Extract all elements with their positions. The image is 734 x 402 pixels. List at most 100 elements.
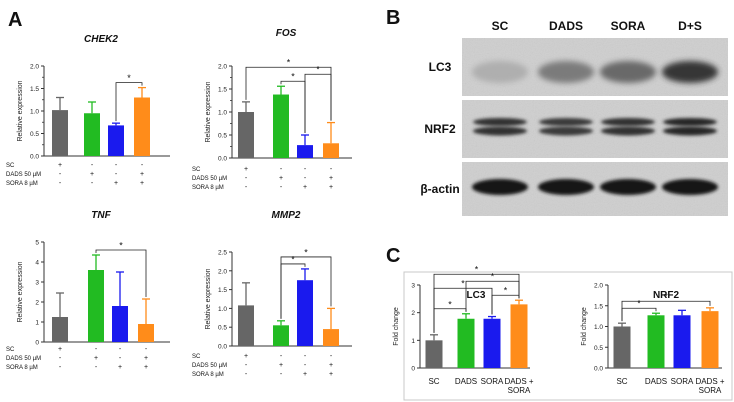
significance-star: * — [461, 279, 465, 289]
treatment-mark: - — [115, 171, 118, 178]
treatment-mark: + — [90, 171, 94, 178]
panel-label-b: B — [386, 7, 400, 29]
bar-dads — [273, 94, 289, 158]
blot-band — [600, 179, 656, 195]
y-tick-label: 2 — [35, 300, 39, 307]
lane-label: SC — [492, 19, 509, 33]
treatment-mark: - — [119, 355, 122, 362]
bracket-line — [304, 73, 332, 133]
treatment-mark: - — [304, 166, 307, 173]
bar-d-s — [323, 143, 339, 158]
treatment-mark: - — [59, 355, 62, 362]
y-tick-label: 3 — [411, 283, 415, 290]
treatment-mark: + — [303, 371, 307, 378]
treatment-mark: + — [144, 364, 148, 371]
significance-star: * — [475, 265, 479, 275]
treatment-mark: - — [245, 362, 248, 369]
treatment-mark: - — [95, 364, 98, 371]
bracket-line — [95, 249, 147, 297]
chart-tnf: TNF Relative expression 0 1 2 3 4 5 * SC + - - - DADS … — [6, 210, 170, 371]
treatment-mark: - — [304, 362, 307, 369]
blot-band — [662, 61, 718, 83]
blot-band — [473, 118, 527, 126]
treatment-mark: - — [141, 162, 144, 169]
y-tick-label: 1.5 — [594, 303, 603, 310]
treatment-row-label: DADS 50 µM — [6, 356, 41, 362]
y-tick-label: 2.5 — [218, 250, 227, 257]
y-tick-label: 1.0 — [218, 306, 227, 313]
y-tick-label: 0.5 — [218, 133, 227, 140]
x-tick-label: SORA — [671, 377, 694, 386]
bracket-line — [433, 273, 520, 333]
treatment-mark: - — [304, 353, 307, 360]
y-tick-label: 3 — [35, 280, 39, 287]
y-tick-label: 1.0 — [30, 109, 39, 116]
treatment-mark: - — [330, 166, 333, 173]
treatment-row-label: SC — [192, 354, 201, 360]
treatment-mark: + — [144, 355, 148, 362]
bar-charts: CHEK2 Relative expression 0.0 0.5 1.0 1.5 2.0 *… — [6, 28, 725, 395]
treatment-mark: + — [244, 166, 248, 173]
y-tick-label: 0 — [411, 366, 415, 373]
y-tick-label: 2.0 — [218, 64, 227, 71]
significance-bracket: * — [115, 73, 143, 122]
significance-star: * — [664, 292, 668, 302]
treatment-mark: + — [279, 362, 283, 369]
bar-dads — [84, 113, 100, 156]
treatment-mark: + — [94, 355, 98, 362]
y-axis-label: Relative expression — [205, 268, 212, 329]
y-tick-label: 1.5 — [218, 87, 227, 94]
bar-d-s — [323, 329, 339, 346]
chart-nrf2: NRF2 Fold change 0.0 0.5 1.0 1.5 2.0 * * SC DADS SO… — [581, 283, 725, 396]
bar-dads-sora — [701, 311, 719, 368]
treatment-mark: - — [119, 346, 122, 353]
blot-band — [663, 118, 717, 126]
y-axis-label: Relative expression — [17, 80, 24, 141]
significance-star: * — [291, 72, 295, 82]
chart-title: TNF — [91, 210, 111, 221]
blot-band — [539, 126, 593, 136]
significance-star: * — [127, 73, 131, 83]
blot-row-label: NRF2 — [424, 122, 456, 136]
bar-sc — [238, 305, 254, 346]
y-tick-label: 0.5 — [30, 131, 39, 138]
blot-row-label: β-actin — [420, 182, 459, 196]
bracket-line — [115, 82, 143, 122]
treatment-mark: + — [58, 346, 62, 353]
y-tick-label: 0.5 — [594, 345, 603, 352]
significance-bracket: * — [95, 241, 147, 297]
blot-band — [662, 179, 718, 195]
y-tick-label: 1.5 — [30, 86, 39, 93]
y-tick-label: 0.5 — [218, 325, 227, 332]
bar-sc — [613, 326, 631, 368]
y-tick-label: 2.0 — [594, 283, 603, 290]
treatment-mark: - — [59, 171, 62, 178]
treatment-mark: - — [245, 371, 248, 378]
chart-lc3: LC3 Fold change 0 1 2 3 * * * * * SC DADS SORA DADS +S… — [393, 265, 534, 395]
western-blot: SC DADS SORA D+S LC3 NRF2 β-actin — [420, 19, 728, 216]
treatment-mark: - — [304, 175, 307, 182]
significance-star: * — [119, 241, 123, 251]
y-tick-label: 1.0 — [594, 324, 603, 331]
bar-sora — [483, 318, 501, 368]
treatment-mark: - — [330, 353, 333, 360]
treatment-mark: - — [245, 175, 248, 182]
treatment-mark: + — [118, 364, 122, 371]
y-axis-label: Fold change — [393, 307, 400, 346]
treatment-row-label: SORA 8 µM — [192, 185, 224, 191]
lane-label: DADS — [549, 19, 583, 33]
treatment-mark: + — [279, 175, 283, 182]
y-tick-label: 2.0 — [30, 64, 39, 71]
treatment-row-label: SC — [6, 347, 15, 353]
bar-sora — [297, 280, 313, 346]
bar-d-s — [134, 97, 150, 156]
y-tick-label: 0 — [35, 340, 39, 347]
treatment-row-label: SORA 8 µM — [6, 181, 38, 187]
y-tick-label: 2.0 — [218, 268, 227, 275]
bar-sora — [112, 306, 128, 342]
bar-dads-sora — [510, 304, 528, 368]
panel-label-a: A — [8, 9, 22, 31]
treatment-mark: + — [329, 371, 333, 378]
